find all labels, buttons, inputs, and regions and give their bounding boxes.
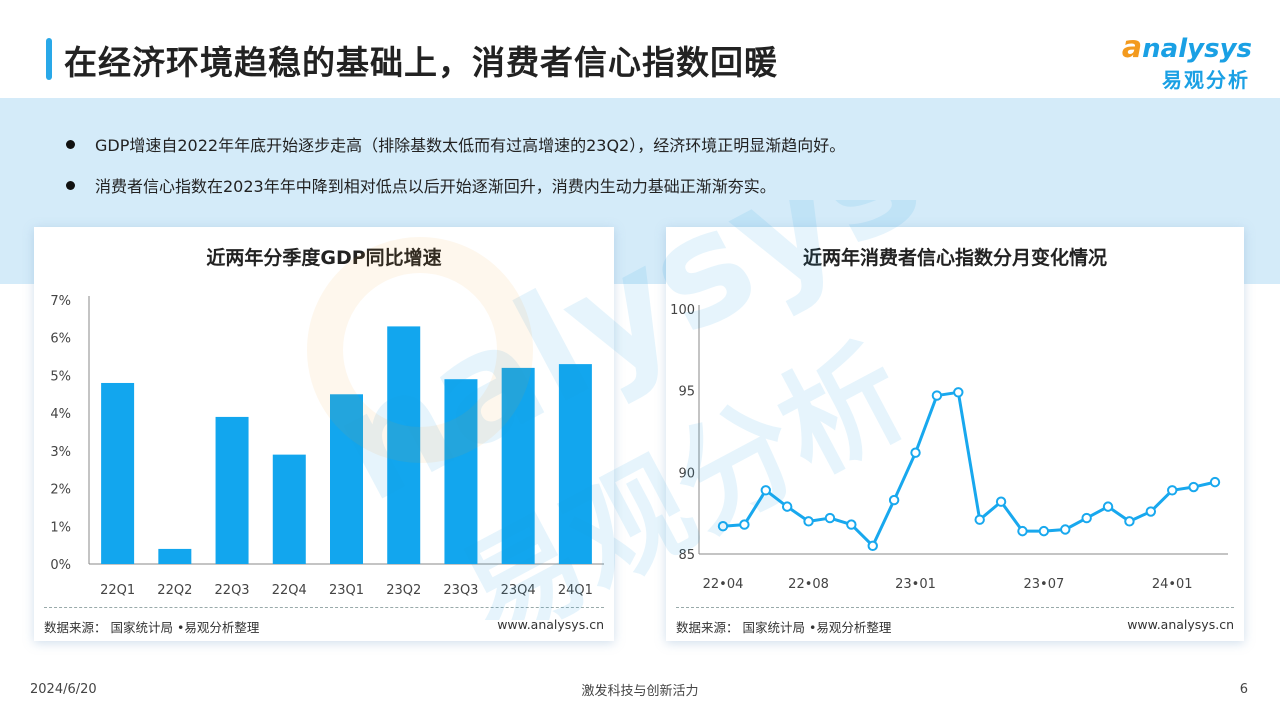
gdp-y-tick-label: 3% <box>50 445 71 460</box>
confidence-data-point <box>1167 485 1178 496</box>
gdp-bar <box>387 326 421 564</box>
page-title: 在经济环境趋稳的基础上，消费者信心指数回暖 <box>64 43 778 82</box>
gdp-footer-divider <box>44 607 604 608</box>
confidence-data-point <box>995 496 1007 507</box>
gdp-x-tick-label: 22Q1 <box>100 583 135 598</box>
gdp-y-tick-label: 6% <box>50 332 71 347</box>
confidence-site-url: www.analysys.cn <box>1127 617 1234 632</box>
gdp-bar <box>272 454 306 564</box>
gdp-x-tick-label: 22Q4 <box>272 583 307 598</box>
confidence-data-point <box>824 512 836 524</box>
page-number: 6 <box>1239 682 1248 697</box>
confidence-x-tick-label: 23•07 <box>1023 577 1064 592</box>
gdp-y-tick-label: 2% <box>50 483 71 498</box>
logo-chinese-name: 易观分析 <box>1162 68 1250 92</box>
gdp-y-tick-label: 0% <box>50 558 71 573</box>
confidence-line-chart: 85 90 95 100 22•04 22•08 23•01 23•07 24•01 <box>670 303 1228 592</box>
confidence-data-point <box>760 485 771 496</box>
gdp-bar <box>158 548 192 564</box>
gdp-y-tick-label: 1% <box>50 520 71 535</box>
confidence-y-tick-label: 95 <box>678 385 695 400</box>
logo-wordmark: analysys <box>1122 30 1252 65</box>
confidence-data-point <box>1188 481 1199 493</box>
gdp-chart-title: 近两年分季度GDP同比增速 <box>206 247 442 269</box>
title-accent-bar <box>46 38 52 80</box>
gdp-bar <box>501 367 535 564</box>
confidence-y-tick-label: 90 <box>678 466 695 481</box>
confidence-data-point <box>974 514 985 525</box>
gdp-x-tick-label: 23Q2 <box>386 583 421 598</box>
confidence-data-point <box>910 447 921 458</box>
confidence-chart-card: 近两年消费者信心指数分月变化情况 85 90 95 100 22•04 22•08 23•0… <box>666 227 1244 641</box>
confidence-x-tick-label: 22•04 <box>703 577 744 592</box>
bullet-item: GDP增速自2022年年底开始逐步走高（排除基数太低而有过高增速的23Q2），经… <box>66 132 845 156</box>
confidence-data-point <box>953 387 964 398</box>
gdp-x-tick-label: 22Q3 <box>215 583 250 598</box>
gdp-y-tick-label: 7% <box>50 294 71 309</box>
gdp-bar <box>330 394 363 564</box>
confidence-y-tick-label: 100 <box>670 303 695 318</box>
gdp-y-tick-label: 5% <box>50 369 71 384</box>
confidence-data-point <box>1209 476 1221 488</box>
confidence-data-point <box>1017 525 1028 537</box>
gdp-x-tick-label: 22Q2 <box>157 583 192 598</box>
bullet-dot-icon <box>66 140 75 149</box>
footer-slogan: 激发科技与创新活力 <box>581 684 699 699</box>
confidence-series-line <box>722 390 1216 548</box>
gdp-x-tick-label: 24Q1 <box>558 583 593 598</box>
gdp-bar <box>558 364 592 564</box>
confidence-data-point <box>846 519 857 530</box>
analysys-logo: analysys 易观分析 <box>1112 30 1252 92</box>
bullet-dot-icon <box>66 181 75 190</box>
confidence-x-tick-label: 23•01 <box>895 577 936 592</box>
gdp-chart-card: 近两年分季度GDP同比增速 0% 1% 2% 3% 4% 5% 6% 7% 22Q1 22Q2 22… <box>34 227 614 641</box>
confidence-data-point <box>781 501 793 512</box>
confidence-chart-title: 近两年消费者信心指数分月变化情况 <box>802 247 1107 269</box>
gdp-data-source: 数据来源： 国家统计局 •易观分析整理 <box>44 620 260 635</box>
confidence-data-point <box>739 519 750 530</box>
confidence-footer-divider <box>676 607 1234 608</box>
confidence-data-point <box>1081 512 1092 524</box>
gdp-site-url: www.analysys.cn <box>497 617 604 632</box>
confidence-data-point <box>803 516 814 527</box>
gdp-x-tick-label: 23Q4 <box>501 583 536 598</box>
gdp-bar-chart: 0% 1% 2% 3% 4% 5% 6% 7% 22Q1 22Q2 22Q3 22Q4 23Q1 23Q2… <box>50 294 604 598</box>
confidence-data-point <box>867 540 878 552</box>
bullet-text: GDP增速自2022年年底开始逐步走高（排除基数太低而有过高增速的23Q2），经… <box>95 136 846 155</box>
confidence-y-tick-label: 85 <box>678 548 695 563</box>
gdp-bar <box>101 382 135 564</box>
gdp-x-tick-label: 23Q1 <box>329 583 364 598</box>
confidence-data-source: 数据来源： 国家统计局 •易观分析整理 <box>676 620 892 635</box>
confidence-x-tick-label: 24•01 <box>1152 577 1193 592</box>
logo-wordmark-rest: nalysys <box>1142 34 1252 64</box>
confidence-data-point <box>888 494 900 506</box>
confidence-data-point <box>1060 524 1071 535</box>
confidence-data-point <box>1124 516 1135 527</box>
bullet-item: 消费者信心指数在2023年年中降到相对低点以后开始逐渐回升，消费内生动力基础正渐… <box>66 173 776 197</box>
confidence-data-point <box>931 390 943 401</box>
logo-wordmark-initial: a <box>1121 30 1143 65</box>
bullet-text: 消费者信心指数在2023年年中降到相对低点以后开始逐渐回升，消费内生动力基础正渐… <box>95 177 776 196</box>
confidence-x-tick-label: 22•08 <box>788 577 829 592</box>
confidence-data-point <box>1038 525 1050 537</box>
confidence-data-point <box>1145 506 1157 517</box>
footer-date: 2024/6/20 <box>30 682 97 697</box>
gdp-x-tick-label: 23Q3 <box>443 583 478 598</box>
gdp-bar <box>444 379 478 564</box>
gdp-y-tick-label: 4% <box>50 407 71 422</box>
confidence-data-point <box>717 521 729 532</box>
confidence-data-point <box>1102 501 1114 512</box>
gdp-bar <box>215 416 249 564</box>
